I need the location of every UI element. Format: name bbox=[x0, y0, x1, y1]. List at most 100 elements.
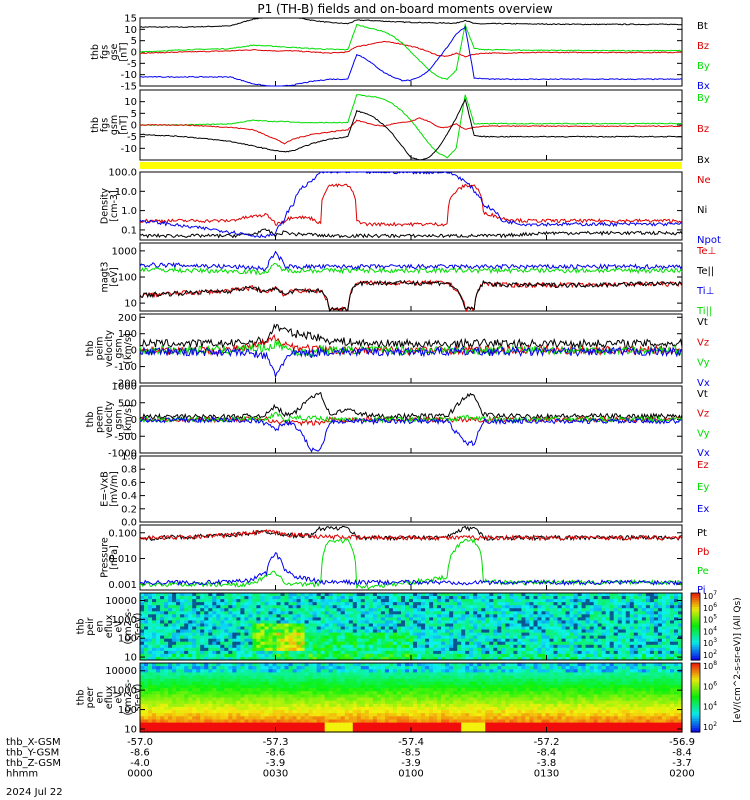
y-axis-label: fgs bbox=[99, 118, 110, 132]
series-line-Ne bbox=[139, 183, 683, 228]
legend-label: Ey bbox=[697, 482, 709, 493]
x-tick-label: 0130 bbox=[534, 769, 559, 780]
series-line-Vx bbox=[139, 346, 683, 379]
x-tick-label: -57.3 bbox=[263, 737, 289, 748]
x-axis-labels: thb_X-GSMthb_Y-GSMthb_Z-GSMhhmm-57.0-8.6… bbox=[6, 737, 695, 780]
y-tick-label: -10 bbox=[121, 70, 137, 81]
y-axis-label: (cm2-s- bbox=[123, 608, 134, 644]
x-tick-label: -57.0 bbox=[127, 737, 153, 748]
y-axis-label: eflux bbox=[104, 614, 115, 638]
series-line-Vx bbox=[139, 416, 683, 453]
x-tick-label: -57.4 bbox=[398, 737, 424, 748]
colorbar-tick-label: 106 bbox=[703, 680, 717, 691]
y-axis-label: en bbox=[95, 692, 106, 704]
y-axis-label: [nPa] bbox=[109, 545, 120, 570]
y-axis-label: thb bbox=[76, 619, 87, 635]
legend-label: Vx bbox=[697, 378, 710, 389]
colorbar-tick-label: 104 bbox=[703, 701, 717, 712]
x-tick-label: -8.5 bbox=[401, 748, 421, 759]
y-tick-label: -15 bbox=[121, 82, 137, 93]
panel-ion_spectrogram: 10710610510410310210000100010010thbpeire… bbox=[76, 590, 718, 664]
y-axis-label: gsm bbox=[109, 115, 120, 135]
y-tick-label: 0 bbox=[131, 121, 137, 132]
colorbar-electron_spectrogram: 108 106 104 102 bbox=[690, 660, 717, 733]
legend-label: Bx bbox=[697, 81, 710, 92]
x-row-label: thb_X-GSM bbox=[6, 737, 61, 748]
y-axis-label: peer bbox=[85, 687, 96, 709]
y-tick-label: 0 bbox=[131, 415, 137, 426]
y-tick-label: -5 bbox=[127, 59, 137, 70]
y-axis-label: [eV] bbox=[109, 267, 120, 287]
y-tick-label: 1000 bbox=[112, 382, 137, 393]
y-axis-label: en bbox=[95, 621, 106, 633]
y-axis-label: gsm bbox=[114, 409, 125, 429]
y-axis-label: [mV/m] bbox=[109, 471, 120, 507]
y-tick-label: 1.0 bbox=[121, 452, 137, 463]
y-tick-label: 10 bbox=[124, 299, 137, 310]
series-line-Pi bbox=[139, 552, 683, 587]
y-axis-label: [nT] bbox=[118, 115, 129, 134]
y-tick-label: 0.001 bbox=[108, 580, 137, 591]
legend-label: By bbox=[697, 61, 710, 72]
y-tick-label: 10 bbox=[124, 97, 137, 108]
y-tick-label: 10 bbox=[124, 725, 137, 736]
legend-label: Bz bbox=[697, 124, 709, 135]
y-axis-label: thb bbox=[85, 412, 96, 428]
y-tick-label: 10000 bbox=[105, 596, 137, 607]
series-line-Ti|| bbox=[139, 262, 683, 276]
x-row-label: hhmm bbox=[6, 769, 38, 780]
y-tick-label: 10 bbox=[124, 653, 137, 664]
colorbar-unit-label: [eV/(cm^2-s-sr-eV)] (All Qs) bbox=[733, 597, 743, 722]
legend-label: Ti|| bbox=[696, 306, 712, 317]
x-row-label: thb_Y-GSM bbox=[6, 748, 59, 759]
y-axis-label: E=-VxB bbox=[99, 471, 110, 506]
series-line-Ni bbox=[139, 228, 683, 239]
colorbar-tick-label: 105 bbox=[703, 614, 717, 625]
x-tick-label: -8.4 bbox=[672, 748, 692, 759]
colorbar-tick-label: 106 bbox=[703, 602, 717, 613]
legend-label: Bz bbox=[697, 41, 709, 52]
y-axis-label: [km/s] bbox=[123, 404, 134, 434]
legend-label: Ti⊥ bbox=[696, 286, 714, 297]
y-tick-label: 0.4 bbox=[121, 491, 137, 502]
colorbar-tick-label: 103 bbox=[703, 637, 717, 648]
y-tick-label: 0.1 bbox=[121, 225, 137, 236]
y-tick-label: 1000 bbox=[112, 615, 137, 626]
y-tick-label: -500 bbox=[114, 432, 137, 443]
legend-label: Vz bbox=[697, 337, 709, 348]
y-axis-label: velocity bbox=[104, 401, 115, 439]
y-tick-label: 5 bbox=[131, 36, 137, 47]
colorbar-tick-label: 104 bbox=[703, 625, 717, 636]
legend-label: Vt bbox=[697, 389, 708, 400]
x-tick-label: -3.7 bbox=[672, 758, 692, 769]
y-tick-label: -10 bbox=[121, 144, 137, 155]
plot-title: P1 (TH-B) fields and on-board moments ov… bbox=[257, 2, 553, 16]
x-tick-label: -3.9 bbox=[266, 758, 286, 769]
x-tick-label: -8.6 bbox=[130, 748, 150, 759]
y-axis-label: [nT] bbox=[118, 42, 129, 61]
series-line-Pb bbox=[139, 529, 683, 542]
y-axis-label: Pressure bbox=[99, 537, 110, 578]
x-tick-label: 0200 bbox=[669, 769, 694, 780]
y-axis-label: sr-eV) bbox=[133, 613, 144, 641]
panel-frame bbox=[139, 171, 683, 241]
y-tick-label: 1.0 bbox=[121, 206, 137, 217]
y-axis-label: thb bbox=[90, 117, 101, 133]
x-tick-label: -4.0 bbox=[130, 758, 150, 769]
series-line-Pe bbox=[139, 537, 683, 591]
panels: 151050-5-10-15thbfgsgse[nT]BtBzByBx1050-… bbox=[76, 14, 721, 736]
y-axis-label: thb bbox=[90, 44, 101, 60]
legend-label: Te⊥ bbox=[696, 246, 716, 257]
legend-label: Vz bbox=[697, 409, 709, 420]
panel-electron_spectrogram: 108 106 104 102 10000 1000 100 10 thbpeereneflux… bbox=[76, 660, 718, 736]
series-line-Bx bbox=[139, 25, 683, 87]
y-tick-label: -100 bbox=[114, 362, 137, 373]
y-tick-label: 100 bbox=[118, 329, 137, 340]
y-tick-label: 10 bbox=[124, 25, 137, 36]
colorbar-tick-label: 102 bbox=[703, 721, 717, 732]
colorbar-tick-label: 108 bbox=[703, 660, 717, 671]
series-line-Bz bbox=[139, 40, 683, 58]
x-tick-label: 0000 bbox=[127, 769, 152, 780]
